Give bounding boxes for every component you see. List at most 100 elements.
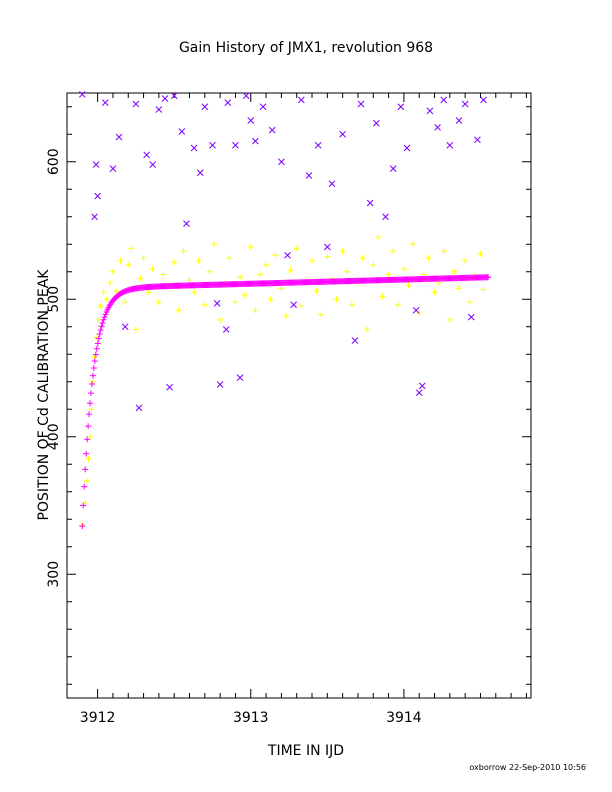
gain-point	[88, 381, 95, 388]
purple-point	[222, 326, 230, 333]
gain-point	[89, 372, 96, 379]
yellow-point	[241, 292, 248, 299]
y-axis-label: POSITION OF Cd CALIBRATION PEAK	[36, 269, 52, 521]
yellow-point	[359, 255, 366, 261]
purple-point	[94, 192, 101, 200]
yellow-point	[125, 261, 132, 268]
yellow-point	[217, 316, 224, 323]
purple-point	[351, 337, 359, 344]
purple-point	[268, 126, 276, 134]
purple-point	[149, 161, 157, 168]
purple-point	[323, 243, 331, 251]
gain-point	[91, 357, 98, 364]
yellow-point	[201, 301, 208, 308]
yellow-point	[171, 259, 178, 266]
gain-point	[485, 274, 492, 281]
purple-point	[232, 141, 239, 149]
purple-point	[389, 165, 397, 172]
yellow-point	[97, 303, 104, 310]
gain-point	[79, 523, 86, 530]
yellow-point	[440, 248, 447, 255]
yellow-point	[462, 257, 469, 264]
yellow-point	[364, 326, 371, 333]
yellow-point	[374, 234, 381, 241]
y-tick-label: 600	[46, 148, 62, 175]
y-tick-label: 400	[46, 423, 62, 450]
y-tick-label: 300	[46, 561, 62, 588]
footer-stamp: oxborrow 22-Sep-2010 10:56	[469, 763, 586, 772]
gain-point	[93, 345, 100, 352]
yellow-point	[263, 261, 270, 268]
yellow-point	[466, 299, 473, 305]
gain-point	[86, 411, 93, 418]
purple-point	[196, 169, 204, 177]
gain-point	[85, 423, 92, 430]
gain-point	[101, 313, 108, 320]
yellow-point	[282, 312, 289, 319]
purple-point	[109, 165, 117, 172]
purple-point	[161, 95, 169, 102]
yellow-point	[451, 268, 458, 275]
gain-point	[80, 502, 87, 509]
yellow-point	[313, 288, 320, 294]
yellow-point	[132, 326, 139, 333]
yellow-point	[293, 245, 300, 252]
gain-point	[97, 327, 104, 334]
gain-point	[88, 390, 95, 397]
purple-point	[314, 141, 322, 149]
purple-point	[305, 172, 313, 179]
purple-point	[446, 141, 454, 149]
purple-point	[372, 119, 380, 127]
purple-point	[434, 124, 441, 131]
yellow-point	[339, 248, 346, 255]
yellow-point	[160, 271, 167, 278]
purple-point	[236, 374, 244, 381]
purple-point	[418, 382, 426, 390]
purple-point	[290, 301, 297, 309]
purple-point	[91, 213, 98, 221]
purple-point	[135, 404, 143, 412]
purple-point	[412, 306, 420, 314]
yellow-point	[287, 267, 294, 274]
yellow-point	[431, 289, 438, 296]
purple-point	[132, 100, 140, 108]
yellow-point	[256, 271, 263, 278]
yellow-point	[400, 266, 407, 272]
purple-point	[259, 103, 267, 111]
purple-point	[78, 91, 86, 98]
yellow-point	[137, 275, 144, 282]
purple-point	[183, 220, 190, 227]
yellow-point	[85, 455, 92, 462]
gain-point	[84, 436, 91, 443]
yellow-point	[83, 477, 90, 484]
yellow-point	[425, 255, 432, 261]
purple-point	[252, 137, 259, 145]
yellow-point	[117, 257, 124, 264]
purple-point	[143, 151, 150, 159]
yellow-point	[324, 253, 331, 260]
yellow-point	[149, 266, 156, 272]
yellow-point	[103, 296, 110, 303]
x-tick-label: 3914	[386, 710, 422, 726]
purple-point	[213, 300, 221, 307]
yellow-point	[140, 255, 147, 261]
plot-frame	[66, 92, 532, 699]
yellow-point	[180, 248, 187, 255]
x-tick-label: 3913	[233, 710, 269, 726]
yellow-point	[267, 296, 274, 303]
yellow-point	[333, 296, 340, 303]
yellow-point	[385, 271, 392, 278]
yellow-point	[175, 307, 182, 314]
purple-point	[201, 103, 209, 111]
purple-point	[242, 92, 250, 100]
yellow-point	[309, 257, 316, 264]
purple-point	[339, 130, 346, 138]
yellow-point	[278, 285, 285, 292]
yellow-point	[232, 299, 239, 305]
yellow-point	[100, 289, 107, 296]
data-points	[78, 91, 492, 530]
yellow-point	[145, 289, 152, 296]
yellow-point	[348, 301, 355, 308]
yellow-point	[394, 301, 401, 308]
gain-point	[94, 340, 101, 347]
